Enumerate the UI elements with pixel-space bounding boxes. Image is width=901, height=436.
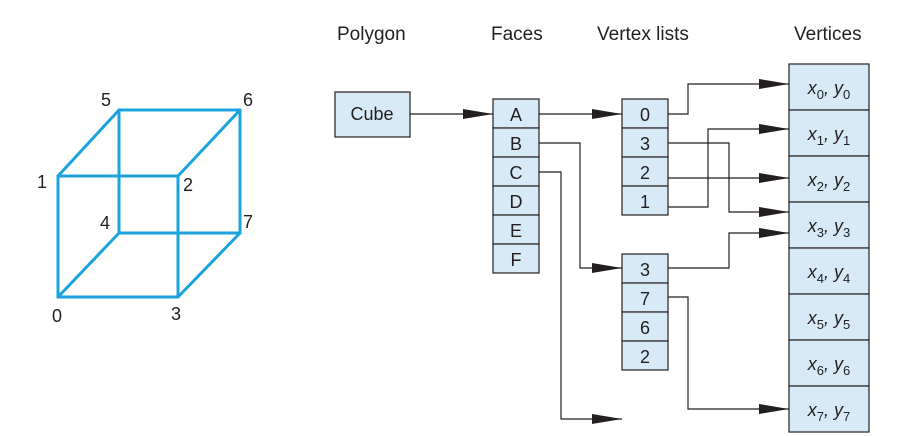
cube-edge-0-4 (56, 231, 121, 299)
cube-label-2: 2 (183, 175, 193, 195)
vertex-cell-7 (788, 385, 870, 433)
vertex-cell-5 (788, 293, 870, 341)
vlist-b-item-3: 2 (640, 347, 650, 367)
vertex-coord-7: x7, y7 (807, 400, 850, 424)
vertex-coord-1: x1, y1 (807, 124, 850, 148)
vertex-cell-3 (788, 201, 870, 249)
face-label-c: C (510, 163, 523, 183)
arrow-face-c-to-next (539, 171, 622, 424)
vertex-coord-4: x4, y4 (807, 262, 850, 286)
face-cell-f (492, 243, 540, 274)
arrow-face-b-to-vlist (539, 142, 622, 273)
cube-wireframe (56, 108, 242, 299)
vertices-table: x0, y0 x1, y1 x2, y2 x3, y3 x4, y4 x5, y… (788, 63, 870, 433)
arrow-vlist-a-3-to-v1 (668, 124, 789, 208)
cube-vertex-labels: 0 1 2 3 4 5 6 7 (37, 90, 253, 326)
cube-label-6: 6 (243, 90, 253, 110)
cube-edge-3-7 (176, 231, 242, 299)
connectors (410, 79, 789, 424)
face-cell-e (492, 214, 540, 245)
cube-edge-2-6 (176, 108, 242, 178)
polygon-cube-box (334, 91, 411, 138)
cube-label-5: 5 (101, 90, 111, 110)
vlist-a-cell-0 (621, 98, 669, 129)
face-label-d: D (510, 192, 523, 212)
vertex-cell-6 (788, 339, 870, 387)
vlist-a-cell-2 (621, 156, 669, 187)
header-vertex-lists: Vertex lists (597, 24, 689, 45)
face-label-b: B (510, 134, 522, 154)
vertex-coord-2: x2, y2 (807, 170, 850, 194)
vlist-b-cell-2 (621, 311, 669, 342)
vlist-a-item-1: 3 (640, 134, 650, 154)
cube-label-0: 0 (52, 306, 62, 326)
vlist-b-item-1: 7 (640, 289, 650, 309)
vertex-cell-4 (788, 247, 870, 295)
cube-label-3: 3 (171, 304, 181, 324)
vlist-b-item-0: 3 (640, 260, 650, 280)
vlist-b-item-2: 6 (640, 318, 650, 338)
vertex-coord-5: x5, y5 (807, 308, 850, 332)
vlist-a-item-0: 0 (640, 105, 650, 125)
face-label-a: A (510, 105, 522, 125)
vlist-b-cell-3 (621, 340, 669, 371)
face-label-e: E (510, 221, 522, 241)
cube-edge-1-5 (56, 108, 121, 178)
vertex-cell-1 (788, 109, 870, 157)
polygon-cube-label: Cube (350, 104, 393, 124)
cube-label-4: 4 (100, 213, 110, 233)
vertex-coord-3: x3, y3 (807, 216, 850, 240)
header-faces: Faces (491, 24, 543, 45)
vertex-coord-6: x6, y6 (807, 354, 850, 378)
header-vertices: Vertices (794, 24, 862, 45)
faces-table: A B C D E F (492, 98, 540, 274)
header-polygon: Polygon (337, 24, 406, 45)
vlist-a-item-3: 1 (640, 192, 650, 212)
vertex-list-a: 0 3 2 1 (621, 98, 669, 216)
vlist-a-item-2: 2 (640, 163, 650, 183)
vertex-list-b: 3 7 6 2 (621, 253, 669, 371)
face-label-f: F (511, 250, 522, 270)
arrow-vlist-b-0-to-v3 (668, 228, 789, 269)
cube-label-7: 7 (243, 212, 253, 232)
cube-label-1: 1 (37, 172, 47, 192)
vertex-coord-0: x0, y0 (807, 78, 850, 102)
arrow-vlist-a-0-to-v0 (668, 79, 789, 115)
vertex-cell-0 (788, 63, 870, 111)
arrow-vlist-b-1-to-v7 (668, 296, 789, 414)
vlist-a-cell-3 (621, 185, 669, 216)
